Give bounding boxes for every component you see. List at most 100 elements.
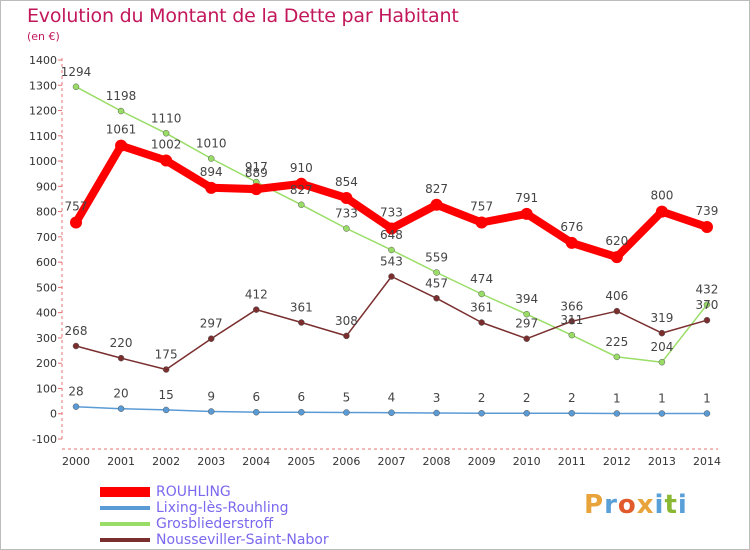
data-point [72,342,80,350]
data-point [160,154,173,167]
data-point [253,306,260,313]
data-label: 1010 [196,137,227,151]
x-tick-label: 2004 [242,455,270,468]
data-point [703,316,711,324]
y-tick-label: 1000 [29,155,57,168]
data-point [207,335,215,342]
brand-letter: P [584,490,605,520]
data-label: 2 [568,391,576,405]
data-label: 676 [560,220,583,234]
x-tick-label: 2008 [423,455,451,468]
data-point [388,409,395,416]
legend-label: ROUHLING [156,484,231,500]
data-label: 311 [560,313,583,327]
data-point [343,225,350,232]
data-label: 910 [290,161,313,175]
x-tick-label: 2005 [287,455,315,468]
data-point [385,222,398,235]
data-label: 757 [470,199,493,213]
legend-label: Nousseviller-Saint-Nabor [156,532,329,548]
data-label: 800 [650,189,673,203]
data-point [117,405,125,412]
x-tick-label: 2013 [648,455,676,468]
data-point [703,301,711,308]
data-label: 28 [68,385,83,399]
y-tick-label: 700 [36,231,57,244]
data-point [478,409,485,417]
data-label: 394 [515,292,538,306]
data-label: 791 [515,191,538,205]
data-label: 297 [515,317,538,331]
data-label: 308 [335,314,358,328]
data-point [523,310,530,318]
data-label: 319 [650,311,673,325]
data-label: 457 [425,276,448,290]
x-tick-label: 2003 [197,455,225,468]
data-point [72,403,80,410]
data-point [610,251,623,264]
x-tick-label: 2001 [107,455,135,468]
x-tick-label: 2002 [152,455,180,468]
data-label: 733 [380,206,403,220]
data-label: 474 [470,272,493,286]
data-label: 204 [650,340,673,354]
data-point [658,329,666,337]
brand-letter: t [664,490,678,520]
y-tick-label: 1400 [29,54,57,67]
data-point [658,358,666,366]
data-label: 2 [478,391,486,405]
unit-label: (en €) [27,30,60,43]
data-label: 620 [605,234,628,248]
data-label: 297 [200,317,223,331]
data-point [340,191,353,204]
data-label: 854 [335,175,358,189]
data-point [430,198,443,211]
brand-letter: i [654,490,665,520]
data-point [253,408,260,416]
data-point [475,216,488,229]
chart-title: Evolution du Montant de la Dette par Hab… [27,5,459,27]
data-label: 2 [523,391,531,405]
y-tick-label: 1300 [29,79,57,92]
data-label: 361 [290,301,313,315]
x-tick-label: 2012 [603,455,631,468]
data-label: 1 [658,391,666,405]
data-label: 889 [245,166,268,180]
data-point [613,410,621,417]
data-point [568,318,576,325]
y-tick-label: 100 [36,382,57,395]
data-point [388,273,395,280]
data-label: 1061 [106,123,137,137]
data-label: 757 [65,199,88,213]
x-tick-label: 2010 [513,455,541,468]
data-label: 827 [425,182,448,196]
data-point [295,177,308,190]
data-label: 894 [200,165,223,179]
y-tick-label: 1200 [29,105,57,118]
data-label: 175 [155,348,178,362]
data-label: 1002 [151,138,182,152]
data-label: 4 [388,391,396,405]
legend-swatch [100,506,150,510]
data-point [568,409,576,417]
y-tick-label: 200 [36,357,57,370]
data-point [162,406,170,414]
data-point [115,139,128,152]
data-label: 1294 [61,65,92,79]
data-label: 5 [343,390,351,404]
data-point [433,409,440,417]
data-point [565,236,578,249]
y-tick-label: 800 [36,206,57,219]
data-label: 20 [113,387,128,401]
y-tick-label: 500 [36,281,57,294]
legend-swatch [100,538,150,542]
data-point [655,205,668,218]
data-point [478,319,485,326]
data-label: 1198 [106,89,137,103]
data-point [250,183,263,196]
data-point [70,216,82,229]
data-point [162,366,170,373]
data-label: 648 [380,228,403,242]
